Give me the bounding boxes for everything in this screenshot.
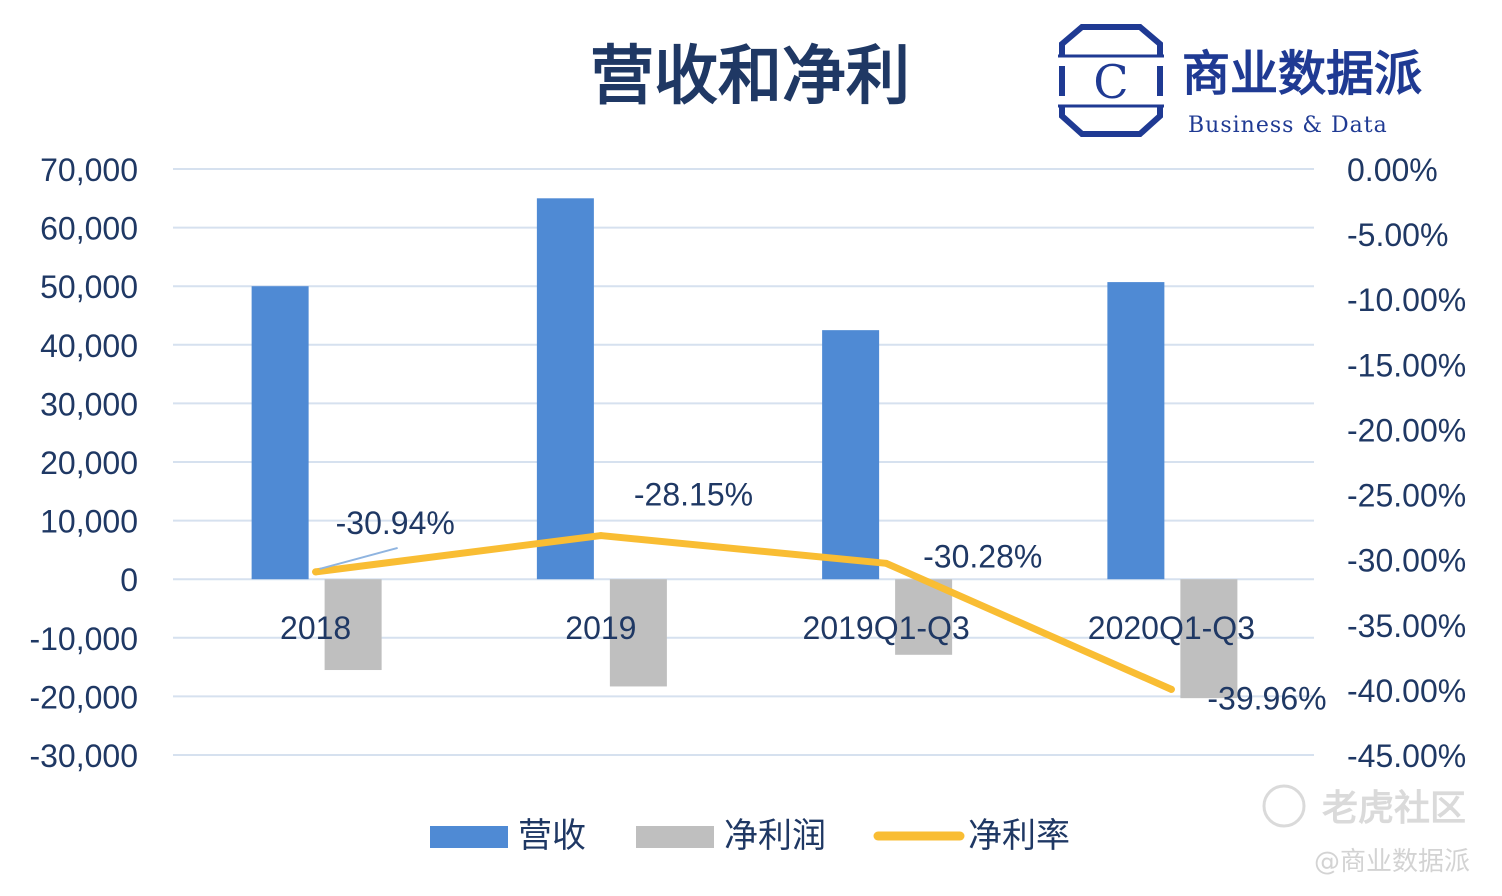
net-margin-point bbox=[312, 568, 320, 576]
legend: 营收 净利润 净利率 bbox=[430, 816, 1070, 856]
net-margin-point bbox=[1167, 685, 1175, 693]
left-tick-label: 10,000 bbox=[40, 504, 138, 540]
watermark-text: 老虎社区 bbox=[1322, 788, 1466, 829]
bars bbox=[251, 198, 1238, 699]
left-tick-label: 30,000 bbox=[40, 386, 138, 422]
category-label: 2020Q1-Q3 bbox=[1088, 610, 1255, 646]
net-margin-polyline bbox=[312, 532, 1175, 693]
left-axis: 70,000 60,000 50,000 40,000 30,000 20,000 10,0… bbox=[29, 152, 138, 774]
category-label: 2019Q1-Q3 bbox=[803, 610, 970, 646]
left-tick-label: -30,000 bbox=[29, 738, 138, 774]
legend-label-net-profit: 净利润 bbox=[724, 816, 826, 856]
legend-swatch-net-profit bbox=[636, 826, 714, 848]
net-margin-data-label: -39.96% bbox=[1207, 680, 1326, 716]
right-tick-label: -45.00% bbox=[1347, 738, 1466, 774]
watermark-logo-icon bbox=[1262, 784, 1306, 828]
left-tick-label: -20,000 bbox=[29, 679, 138, 715]
legend-label-net-margin: 净利率 bbox=[968, 816, 1070, 856]
grid bbox=[173, 168, 1314, 756]
net-profit-bar bbox=[609, 579, 667, 687]
net-margin-data-label: -30.94% bbox=[336, 505, 455, 541]
right-tick-label: -25.00% bbox=[1347, 478, 1466, 514]
revenue-bar bbox=[251, 286, 309, 580]
right-tick-label: -40.00% bbox=[1347, 673, 1466, 709]
chart-title: 营收和净利 bbox=[590, 39, 910, 114]
right-tick-label: 0.00% bbox=[1347, 152, 1438, 188]
right-tick-label: -5.00% bbox=[1347, 217, 1448, 253]
right-axis: 0.00% -5.00% -10.00% -15.00% -20.00% -25.00% -… bbox=[1347, 152, 1466, 774]
net-margin-data-label: -30.28% bbox=[923, 538, 1042, 574]
right-tick-label: -15.00% bbox=[1347, 347, 1466, 383]
left-tick-label: 60,000 bbox=[40, 211, 138, 247]
left-tick-label: 20,000 bbox=[40, 445, 138, 481]
watermark: 老虎社区 @商业数据派 bbox=[1262, 784, 1470, 877]
revenue-bar bbox=[536, 198, 594, 580]
logo-band-bottom-icon bbox=[1058, 96, 1164, 106]
left-tick-label: 70,000 bbox=[40, 152, 138, 188]
watermark-handle: @商业数据派 bbox=[1314, 847, 1470, 877]
brand-name-en: Business & Data bbox=[1188, 113, 1388, 138]
legend-swatch-revenue bbox=[430, 826, 508, 848]
revenue-bar bbox=[822, 330, 880, 580]
right-tick-label: -10.00% bbox=[1347, 282, 1466, 318]
logo-hexagon-icon bbox=[1059, 24, 1163, 137]
brand-name-cn: 商业数据派 bbox=[1182, 46, 1422, 102]
left-tick-label: 40,000 bbox=[40, 328, 138, 364]
category-labels: 2018 2019 2019Q1-Q3 2020Q1-Q3 bbox=[280, 610, 1255, 646]
logo-letter: C bbox=[1093, 55, 1128, 109]
right-tick-label: -20.00% bbox=[1347, 412, 1466, 448]
brand-logo: C bbox=[1058, 24, 1164, 137]
revenue-bar bbox=[1107, 282, 1165, 580]
right-tick-label: -30.00% bbox=[1347, 543, 1466, 579]
logo-band-top-icon bbox=[1058, 56, 1164, 66]
data-label-leader bbox=[319, 546, 398, 570]
right-tick-label: -35.00% bbox=[1347, 608, 1466, 644]
net-margin-point bbox=[597, 532, 605, 540]
left-tick-label: -10,000 bbox=[29, 621, 138, 657]
legend-label-revenue: 营收 bbox=[518, 816, 586, 856]
net-profit-bar bbox=[1180, 579, 1238, 699]
left-tick-label: 0 bbox=[120, 562, 138, 598]
category-label: 2018 bbox=[280, 610, 351, 646]
net-margin-line bbox=[312, 532, 1175, 693]
net-profit-bar bbox=[324, 579, 382, 671]
net-margin-data-label: -28.15% bbox=[634, 477, 753, 513]
net-margin-point bbox=[882, 559, 890, 567]
data-labels: -30.94% -28.15% -30.28% -39.96% bbox=[319, 477, 1327, 716]
category-label: 2019 bbox=[565, 610, 636, 646]
left-tick-label: 50,000 bbox=[40, 269, 138, 305]
